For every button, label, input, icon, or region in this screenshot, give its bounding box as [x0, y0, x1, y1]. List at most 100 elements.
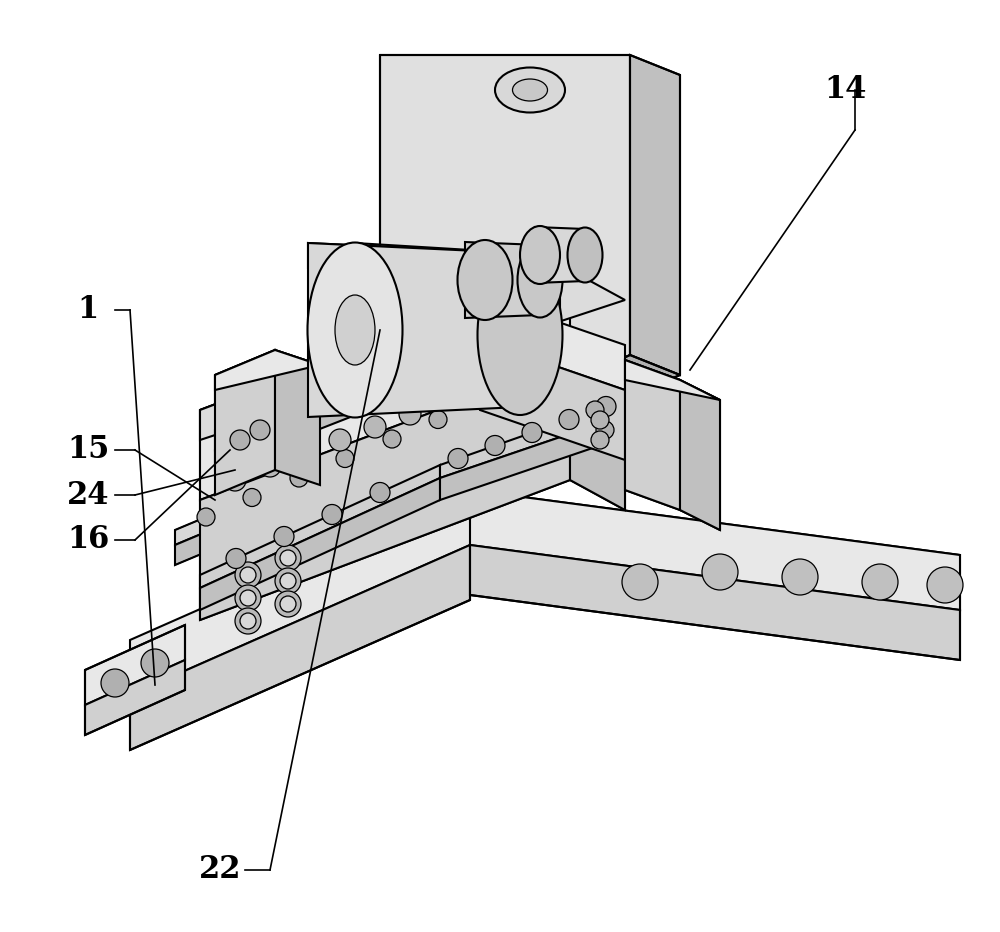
Circle shape: [591, 431, 609, 449]
Polygon shape: [85, 660, 185, 735]
Circle shape: [429, 331, 451, 353]
Circle shape: [101, 669, 129, 697]
Polygon shape: [440, 400, 625, 478]
Circle shape: [369, 354, 391, 377]
Text: 16: 16: [67, 525, 109, 555]
Circle shape: [141, 649, 169, 677]
Polygon shape: [570, 360, 625, 510]
Circle shape: [235, 585, 261, 611]
Ellipse shape: [478, 255, 562, 415]
Circle shape: [240, 567, 256, 583]
Circle shape: [235, 562, 261, 588]
Circle shape: [294, 442, 316, 464]
Ellipse shape: [512, 79, 548, 101]
Circle shape: [364, 416, 386, 438]
Polygon shape: [200, 270, 570, 500]
Circle shape: [249, 402, 271, 423]
Polygon shape: [215, 350, 275, 495]
Circle shape: [485, 435, 505, 456]
Circle shape: [275, 545, 301, 571]
Polygon shape: [175, 400, 485, 545]
Polygon shape: [465, 242, 540, 318]
Circle shape: [280, 573, 296, 589]
Polygon shape: [625, 360, 680, 510]
Circle shape: [224, 469, 246, 491]
Circle shape: [230, 430, 250, 450]
Circle shape: [280, 596, 296, 612]
Circle shape: [500, 330, 520, 350]
Circle shape: [274, 527, 294, 546]
Circle shape: [429, 410, 447, 429]
Circle shape: [329, 429, 351, 451]
Circle shape: [235, 608, 261, 634]
Circle shape: [197, 508, 215, 526]
Circle shape: [370, 483, 390, 502]
Polygon shape: [130, 490, 960, 695]
Circle shape: [322, 504, 342, 525]
Circle shape: [494, 306, 516, 327]
Polygon shape: [200, 465, 440, 588]
Polygon shape: [200, 478, 440, 610]
Circle shape: [383, 430, 401, 448]
Circle shape: [226, 549, 246, 569]
Circle shape: [862, 564, 898, 600]
Polygon shape: [480, 340, 625, 460]
Polygon shape: [625, 360, 720, 400]
Circle shape: [596, 421, 614, 439]
Polygon shape: [470, 490, 960, 610]
Circle shape: [782, 559, 818, 595]
Text: 22: 22: [199, 855, 241, 885]
Circle shape: [243, 488, 261, 506]
Polygon shape: [308, 243, 520, 278]
Polygon shape: [175, 415, 485, 565]
Polygon shape: [200, 360, 570, 620]
Circle shape: [423, 284, 447, 308]
Ellipse shape: [335, 295, 375, 365]
Circle shape: [336, 449, 354, 468]
Circle shape: [290, 469, 308, 487]
Circle shape: [522, 422, 542, 443]
Polygon shape: [200, 270, 625, 440]
Circle shape: [309, 377, 331, 400]
Polygon shape: [480, 295, 625, 390]
Circle shape: [399, 403, 421, 425]
Polygon shape: [470, 545, 960, 660]
Polygon shape: [440, 415, 625, 500]
Circle shape: [250, 420, 270, 440]
Ellipse shape: [458, 240, 512, 320]
Ellipse shape: [568, 227, 602, 282]
Circle shape: [559, 409, 579, 430]
Ellipse shape: [518, 242, 562, 318]
Circle shape: [275, 591, 301, 617]
Circle shape: [586, 401, 604, 419]
Polygon shape: [130, 545, 470, 750]
Polygon shape: [380, 55, 630, 470]
Text: 14: 14: [824, 75, 866, 105]
Circle shape: [591, 411, 609, 429]
Polygon shape: [680, 380, 720, 530]
Circle shape: [240, 613, 256, 629]
Circle shape: [388, 298, 412, 322]
Text: 15: 15: [67, 434, 109, 465]
Circle shape: [240, 590, 256, 606]
Polygon shape: [535, 227, 585, 283]
Circle shape: [540, 340, 560, 360]
Polygon shape: [215, 315, 560, 470]
Polygon shape: [275, 350, 320, 485]
Ellipse shape: [308, 242, 402, 418]
Circle shape: [596, 396, 616, 417]
Circle shape: [540, 320, 560, 340]
Ellipse shape: [520, 226, 560, 284]
Polygon shape: [630, 55, 680, 375]
Text: 1: 1: [77, 295, 99, 325]
Circle shape: [500, 310, 520, 330]
Polygon shape: [215, 350, 320, 390]
Circle shape: [275, 568, 301, 594]
Circle shape: [927, 567, 963, 603]
Polygon shape: [85, 625, 185, 705]
Circle shape: [702, 554, 738, 590]
Polygon shape: [215, 295, 560, 450]
Circle shape: [259, 455, 281, 477]
Circle shape: [280, 550, 296, 566]
Polygon shape: [308, 243, 520, 417]
